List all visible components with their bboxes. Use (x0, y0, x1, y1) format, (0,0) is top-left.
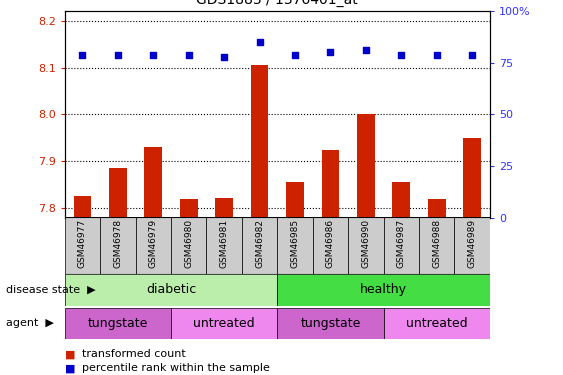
Text: agent  ▶: agent ▶ (6, 318, 53, 328)
Text: disease state  ▶: disease state ▶ (6, 285, 95, 295)
Bar (348, 217, 383, 274)
Point (432, 51, 441, 57)
Text: untreated: untreated (193, 317, 255, 330)
Bar (215, 198, 233, 217)
Text: ■: ■ (65, 350, 75, 359)
Bar (171, 308, 277, 339)
Bar (392, 182, 410, 218)
Bar (278, 274, 490, 306)
Bar (383, 217, 419, 274)
Text: GSM46990: GSM46990 (361, 219, 370, 268)
Point (326, 50, 335, 55)
Bar (65, 308, 171, 339)
Bar (463, 138, 481, 218)
Bar (454, 217, 490, 274)
Text: GSM46987: GSM46987 (397, 219, 406, 268)
Text: GSM46988: GSM46988 (432, 219, 441, 268)
Bar (278, 217, 312, 274)
Bar (286, 182, 304, 218)
Text: diabetic: diabetic (146, 283, 196, 296)
Point (397, 51, 406, 57)
Text: GSM46986: GSM46986 (326, 219, 335, 268)
Bar (321, 150, 339, 217)
Point (78, 51, 87, 57)
Bar (65, 217, 100, 274)
Point (113, 51, 122, 57)
Bar (242, 217, 277, 274)
Point (184, 51, 193, 57)
Bar (109, 168, 127, 217)
Bar (180, 199, 198, 217)
Text: GSM46978: GSM46978 (113, 219, 122, 268)
Text: GSM46985: GSM46985 (291, 219, 300, 268)
Title: GDS1883 / 1376401_at: GDS1883 / 1376401_at (196, 0, 358, 8)
Point (291, 51, 300, 57)
Text: GSM46981: GSM46981 (220, 219, 229, 268)
Bar (312, 217, 348, 274)
Text: GSM46989: GSM46989 (468, 219, 477, 268)
Text: transformed count: transformed count (82, 350, 185, 359)
Text: tungstate: tungstate (88, 317, 148, 330)
Bar (100, 217, 136, 274)
Text: GSM46980: GSM46980 (184, 219, 193, 268)
Text: GSM46982: GSM46982 (255, 219, 264, 268)
Point (255, 39, 264, 45)
Bar (278, 308, 383, 339)
Bar (136, 217, 171, 274)
Text: ■: ■ (65, 363, 75, 373)
Bar (357, 114, 375, 218)
Point (220, 54, 229, 60)
Text: tungstate: tungstate (300, 317, 360, 330)
Bar (383, 308, 490, 339)
Bar (171, 217, 207, 274)
Text: untreated: untreated (406, 317, 467, 330)
Bar (74, 196, 91, 217)
Bar (65, 274, 278, 306)
Text: GSM46979: GSM46979 (149, 219, 158, 268)
Point (149, 51, 158, 57)
Bar (419, 217, 454, 274)
Bar (145, 147, 162, 218)
Text: percentile rank within the sample: percentile rank within the sample (82, 363, 270, 373)
Bar (428, 199, 445, 217)
Bar (207, 217, 242, 274)
Point (361, 48, 370, 54)
Bar (251, 65, 269, 218)
Text: GSM46977: GSM46977 (78, 219, 87, 268)
Text: healthy: healthy (360, 283, 407, 296)
Point (468, 51, 477, 57)
